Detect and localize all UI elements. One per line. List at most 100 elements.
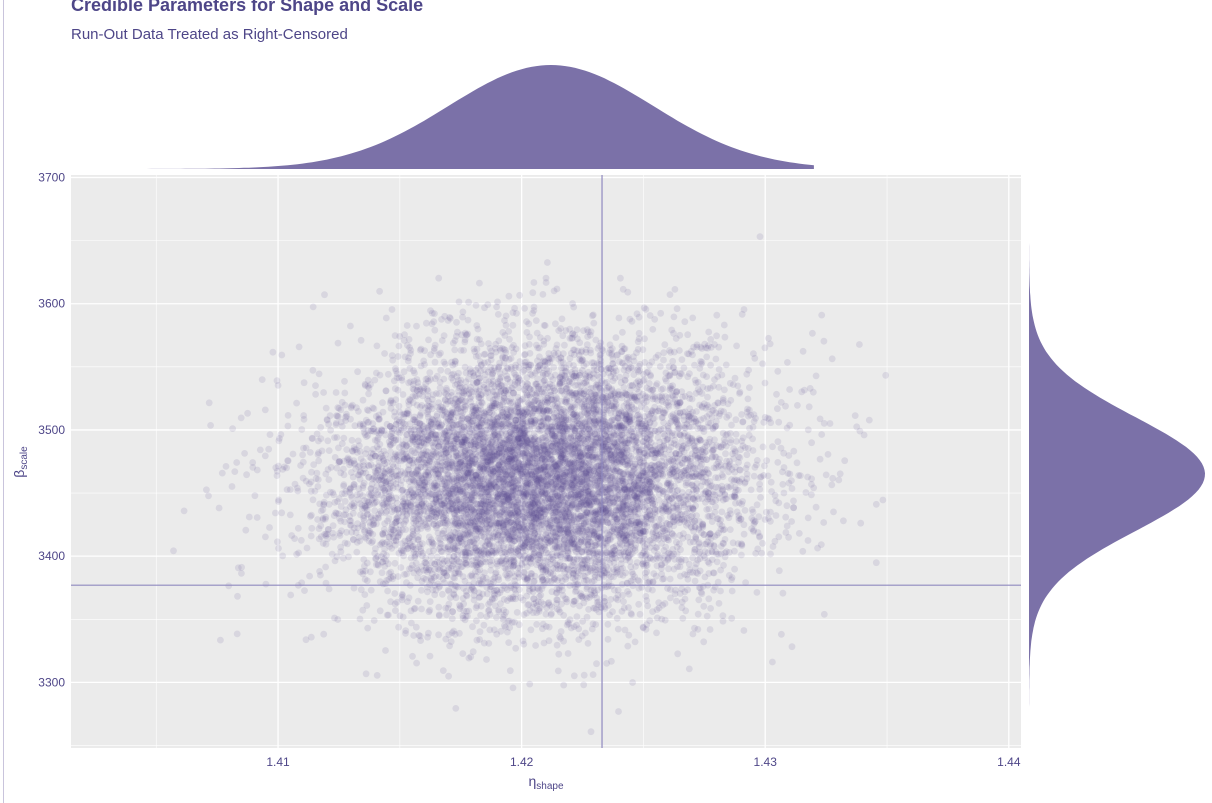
scatter-point <box>555 481 563 488</box>
scatter-point <box>642 593 650 600</box>
scatter-point <box>499 408 506 416</box>
scatter-point <box>611 501 619 508</box>
scatter-point <box>822 471 830 479</box>
scatter-point <box>599 550 607 558</box>
scatter-point <box>570 540 577 548</box>
scatter-point <box>582 501 590 509</box>
scatter-point <box>785 479 793 487</box>
scatter-point <box>489 423 497 431</box>
scatter-point <box>592 621 600 628</box>
scatter-point <box>712 355 720 363</box>
scatter-point <box>788 643 796 651</box>
scatter-point <box>708 548 716 556</box>
scatter-point <box>476 430 483 438</box>
scatter-point <box>451 483 458 490</box>
scatter-point <box>556 441 563 449</box>
scatter-point <box>696 463 704 471</box>
scatter-point <box>611 364 619 372</box>
scatter-point <box>466 503 474 511</box>
scatter-point <box>650 570 658 577</box>
scatter-point <box>523 426 531 434</box>
scatter-point <box>394 573 402 580</box>
scatter-point <box>676 516 683 523</box>
scatter-point <box>630 479 638 487</box>
scatter-point <box>545 623 553 631</box>
scatter-point <box>487 520 495 528</box>
scatter-point <box>258 376 266 383</box>
scatter-point <box>635 471 642 479</box>
scatter-point <box>812 372 820 380</box>
scatter-point <box>647 439 655 446</box>
scatter-point <box>649 586 656 594</box>
scatter-point <box>653 527 660 534</box>
scatter-point <box>431 560 439 568</box>
scatter-point <box>589 520 596 528</box>
scatter-point <box>496 486 503 494</box>
scatter-point <box>556 431 563 439</box>
scatter-point <box>526 333 533 341</box>
scatter-point <box>675 424 683 432</box>
scatter-point <box>717 566 724 574</box>
scatter-point <box>553 530 561 538</box>
scatter-point <box>342 511 349 519</box>
scatter-point <box>465 298 472 306</box>
scatter-point <box>672 450 680 457</box>
scatter-point <box>828 481 836 489</box>
scatter-point <box>529 554 537 561</box>
scatter-point <box>391 505 398 512</box>
scatter-point <box>513 529 521 537</box>
scatter-point <box>561 526 569 534</box>
scatter-point <box>774 367 782 375</box>
scatter-point <box>685 665 693 673</box>
scatter-point <box>718 508 726 516</box>
scatter-point <box>452 507 460 514</box>
scatter-point <box>611 472 619 480</box>
scatter-point <box>659 385 667 393</box>
scatter-point <box>501 497 509 505</box>
scatter-point <box>571 464 578 472</box>
scatter-point <box>203 486 210 494</box>
scatter-point <box>449 560 457 568</box>
scatter-point <box>589 547 597 555</box>
scatter-point <box>427 420 435 428</box>
scatter-point <box>562 514 569 522</box>
scatter-point <box>528 538 535 545</box>
scatter-point <box>445 672 452 680</box>
scatter-point <box>553 472 561 480</box>
scatter-point <box>577 382 585 390</box>
scatter-point <box>632 437 639 445</box>
scatter-point <box>715 600 723 607</box>
scatter-point <box>630 353 637 361</box>
scatter-point <box>370 617 378 624</box>
scatter-point <box>495 417 503 425</box>
scatter-point <box>548 442 556 450</box>
scatter-point <box>538 573 546 581</box>
scatter-point <box>606 487 613 495</box>
scatter-point <box>442 449 450 457</box>
scatter-point <box>299 474 307 482</box>
scatter-point <box>533 380 540 387</box>
scatter-point <box>656 444 664 451</box>
scatter-point <box>514 509 522 517</box>
scatter-point <box>548 456 556 464</box>
scatter-point <box>586 448 594 455</box>
scatter-point <box>544 480 552 488</box>
scatter-point <box>553 521 561 528</box>
scatter-point <box>317 571 324 579</box>
scatter-point <box>590 319 598 327</box>
scatter-point <box>357 336 365 344</box>
scatter-point <box>695 596 703 604</box>
scatter-point <box>452 519 459 526</box>
scatter-point <box>769 658 776 666</box>
scatter-point <box>744 405 751 413</box>
scatter-point <box>666 371 674 379</box>
scatter-point <box>623 417 631 425</box>
scatter-point <box>501 427 508 434</box>
scatter-point <box>673 409 681 417</box>
scatter-point <box>359 521 367 528</box>
scatter-point <box>512 484 520 492</box>
scatter-point <box>750 472 758 480</box>
scatter-point <box>701 468 708 476</box>
scatter-point <box>473 636 481 644</box>
scatter-point <box>409 459 416 467</box>
